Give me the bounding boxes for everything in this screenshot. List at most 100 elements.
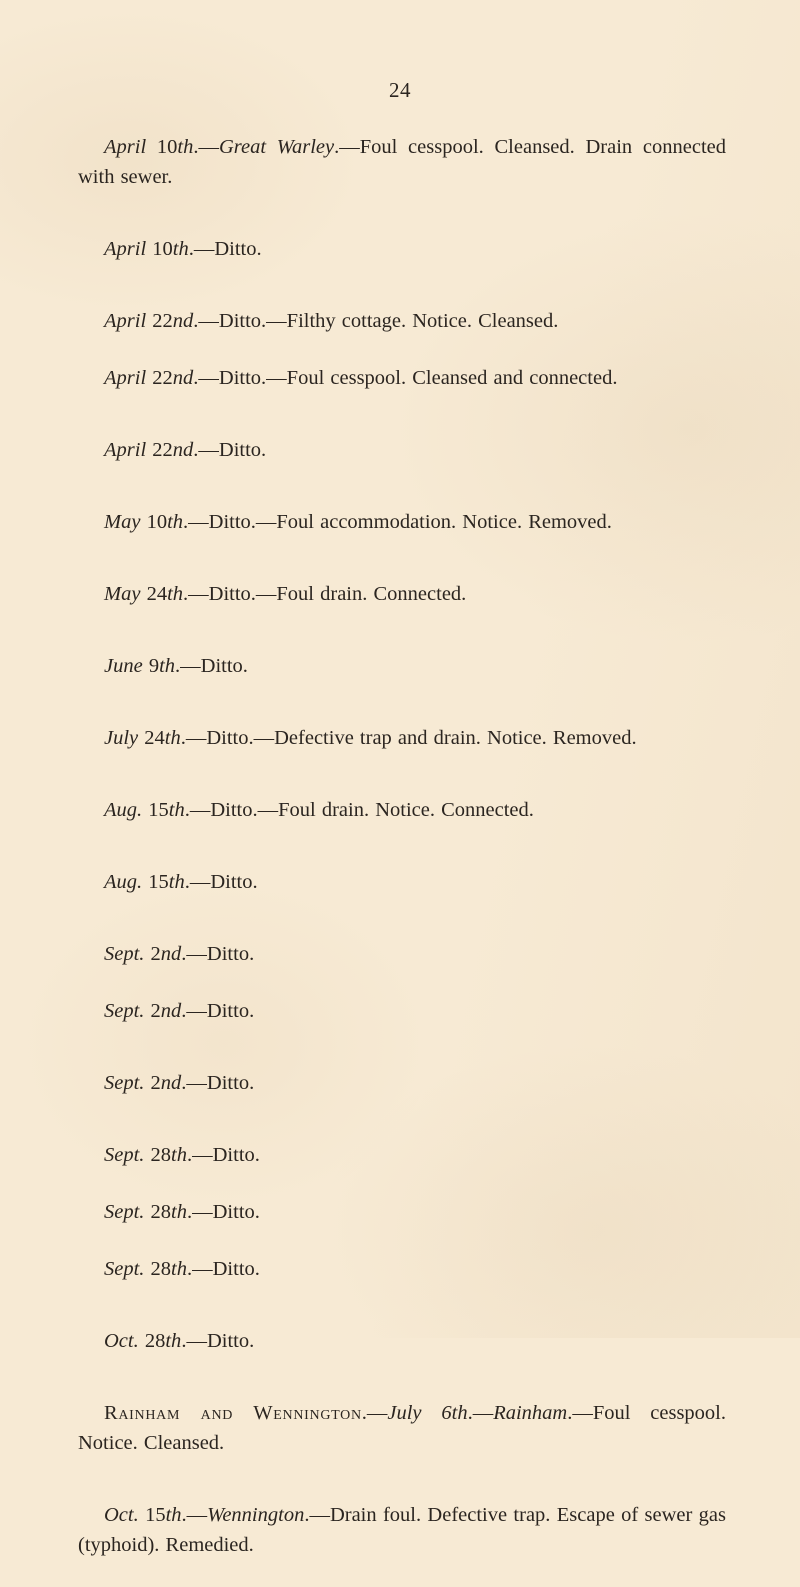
entry-body: Ditto. xyxy=(212,1258,260,1280)
entry-day: 10 xyxy=(152,238,173,260)
entry-day: 22 xyxy=(152,310,173,332)
log-entry: July 24th.—Ditto.—Defective trap and dra… xyxy=(78,723,726,753)
entry-month: April xyxy=(104,136,147,158)
entry-body: Ditto. xyxy=(214,238,262,260)
entry-month: Aug. xyxy=(104,871,143,893)
entry-day: 24 xyxy=(146,583,168,605)
entry-day-suffix: th xyxy=(165,1330,182,1352)
entry-body: Ditto.—Defective trap and drain. Notice.… xyxy=(206,727,637,749)
entry-separator: .— xyxy=(187,1201,213,1223)
entry-body: Ditto.—Foul cesspool. Cleansed and conne… xyxy=(218,367,618,389)
entry-separator: .— xyxy=(188,238,215,260)
entry-day-suffix: th xyxy=(177,136,194,158)
entry-month: Oct. xyxy=(104,1330,139,1352)
rainham-wennington-entry: Rainham and Wennington.—July 6th.—Rainha… xyxy=(78,1398,726,1458)
entry-day: 2 xyxy=(150,1072,161,1094)
entry-body: Ditto. xyxy=(206,1000,255,1022)
entry-month: May xyxy=(104,583,141,605)
entry-separator: .— xyxy=(181,1072,207,1094)
entry-place-separator: .— xyxy=(567,1402,593,1424)
entry-month: Oct. xyxy=(104,1504,139,1526)
log-entry: Sept. 28th.—Ditto. xyxy=(78,1140,726,1170)
entry-separator: .— xyxy=(181,943,207,965)
entry-separator: .— xyxy=(175,655,201,677)
entry-month: Sept. xyxy=(104,1258,145,1280)
entry-month: April xyxy=(104,367,147,389)
entry-month: July xyxy=(387,1402,422,1424)
entry-month: April xyxy=(104,310,147,332)
entry-day: 10 xyxy=(146,511,168,533)
entry-month: Aug. xyxy=(104,799,143,821)
entry-day: 28 xyxy=(150,1258,172,1280)
log-entry: Aug. 15th.—Ditto.—Foul drain. Notice. Co… xyxy=(78,795,726,825)
log-entry: April 22nd.—Ditto. xyxy=(78,435,726,465)
entry-separator: .— xyxy=(184,871,211,893)
entry-day-suffix: nd xyxy=(160,1000,182,1022)
log-entry: April 10th.—Great Warley.—Foul cesspool.… xyxy=(78,132,726,192)
entry-day-suffix: nd xyxy=(172,310,194,332)
entry-body: Ditto. xyxy=(206,1330,255,1352)
entry-body: Ditto. xyxy=(206,1072,255,1094)
entry-day: 22 xyxy=(152,439,173,461)
log-entry: May 24th.—Ditto.—Foul drain. Connected. xyxy=(78,579,726,609)
entry-day: 28 xyxy=(150,1144,172,1166)
entry-body: Ditto. xyxy=(212,1201,260,1223)
entry-place-separator: .— xyxy=(304,1504,330,1526)
log-entry: June 9th.—Ditto. xyxy=(78,651,726,681)
entry-day-suffix: th xyxy=(451,1402,468,1424)
entry-day: 15 xyxy=(148,871,169,893)
entry-day: 15 xyxy=(148,799,169,821)
entry-body: Ditto.—Foul drain. Notice. Connected. xyxy=(210,799,534,821)
log-entry: April 10th.—Ditto. xyxy=(78,234,726,264)
entry-month: Sept. xyxy=(104,1201,145,1223)
page-number: 24 xyxy=(389,78,411,102)
entry-day-suffix: th xyxy=(171,1144,187,1166)
entry-day-suffix: nd xyxy=(172,367,194,389)
log-entry: Sept. 28th.—Ditto. xyxy=(78,1254,726,1284)
log-entry: Sept. 2nd.—Ditto. xyxy=(78,939,726,969)
entry-place: Rainham xyxy=(493,1402,568,1424)
entry-day-suffix: th xyxy=(167,511,184,533)
page-body-column: April 10th.—Great Warley.—Foul cesspool.… xyxy=(78,132,726,1587)
entry-month: Sept. xyxy=(104,943,145,965)
section-heading-separator: .— xyxy=(361,1402,388,1424)
log-entry: April 22nd.—Ditto.—Filthy cottage. Notic… xyxy=(78,306,726,336)
entry-separator: .— xyxy=(193,136,219,158)
entry-month: April xyxy=(104,238,147,260)
entry-day-suffix: nd xyxy=(160,943,182,965)
entry-day-suffix: th xyxy=(171,1201,187,1223)
log-entry: April 22nd.—Ditto.—Foul cesspool. Cleans… xyxy=(78,363,726,393)
entry-day-suffix: th xyxy=(167,583,184,605)
entry-separator: .— xyxy=(181,1330,207,1352)
entry-day-suffix: th xyxy=(164,727,181,749)
entry-day-suffix: th xyxy=(159,655,176,677)
entry-day-suffix: nd xyxy=(160,1072,182,1094)
entry-day-suffix: th xyxy=(165,1504,182,1526)
entry-day: 24 xyxy=(144,727,165,749)
entry-separator: .— xyxy=(193,310,219,332)
entry-month: April xyxy=(104,439,147,461)
entry-separator: .— xyxy=(187,1144,213,1166)
entry-day: 28 xyxy=(150,1201,172,1223)
wennington-entry: Oct. 15th.—Wennington.—Drain foul. Defec… xyxy=(78,1500,726,1560)
entry-separator: .— xyxy=(183,583,209,605)
entry-body: Ditto. xyxy=(218,439,267,461)
entry-day: 15 xyxy=(145,1504,166,1526)
entry-separator: .— xyxy=(181,1504,208,1526)
section-heading: Rainham and Wennington xyxy=(104,1402,362,1424)
entry-day-suffix: th xyxy=(168,799,185,821)
entry-day: 6 xyxy=(441,1402,452,1424)
entry-separator: .— xyxy=(193,367,219,389)
entry-day: 9 xyxy=(148,655,160,677)
entry-body: Ditto. xyxy=(206,943,255,965)
log-entry: Sept. 28th.—Ditto. xyxy=(78,1197,726,1227)
entry-separator: .— xyxy=(187,1258,213,1280)
entry-body: Ditto.—Filthy cottage. Notice. Cleansed. xyxy=(218,310,559,332)
document-page: 24 April 10th.—Great Warley.—Foul cesspo… xyxy=(78,78,726,1556)
log-entry: Oct. 28th.—Ditto. xyxy=(78,1326,726,1356)
entry-separator: .— xyxy=(193,439,219,461)
entry-day-suffix: th xyxy=(168,871,185,893)
entry-day: 28 xyxy=(144,1330,166,1352)
entry-month: Sept. xyxy=(104,1072,145,1094)
entry-month: July xyxy=(104,727,139,749)
